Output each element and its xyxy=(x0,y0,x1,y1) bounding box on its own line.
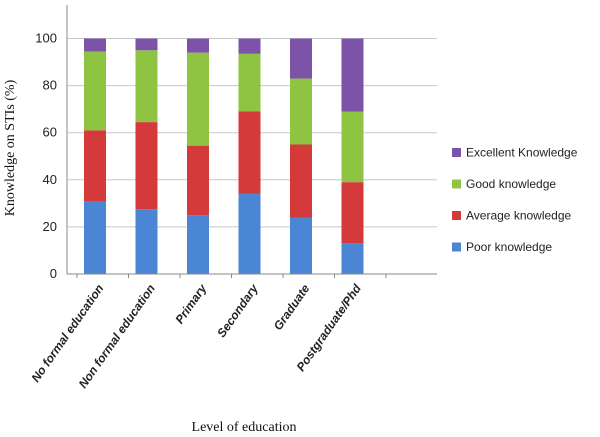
bar-secondary-excellent-knowledge xyxy=(238,38,261,54)
bar-secondary-good-knowledge xyxy=(238,53,261,112)
bar-postgraduate-phd-good-knowledge xyxy=(341,111,364,183)
x-category-primary: Primary xyxy=(172,281,210,327)
bar-no-formal-education-excellent-knowledge xyxy=(84,38,106,52)
legend-label-excellent-knowledge: Excellent Knowledge xyxy=(466,146,578,160)
legend-swatch-excellent-knowledge xyxy=(452,148,461,157)
legend-label-average-knowledge: Average knowledge xyxy=(466,209,572,223)
bar-secondary-poor-knowledge xyxy=(238,193,261,274)
bar-postgraduate-phd-average-knowledge xyxy=(341,182,364,244)
bar-no-formal-education-average-knowledge xyxy=(84,130,106,201)
bar-primary-average-knowledge xyxy=(187,145,209,216)
y-tick-80: 80 xyxy=(43,78,57,93)
bar-graduate-excellent-knowledge xyxy=(290,38,312,79)
y-tick-20: 20 xyxy=(43,219,57,234)
bar-no-formal-education-good-knowledge xyxy=(84,51,106,131)
bar-graduate-poor-knowledge xyxy=(290,217,312,274)
bar-non-formal-education-good-knowledge xyxy=(135,50,158,123)
legend-label-good-knowledge: Good knowledge xyxy=(466,177,556,191)
x-category-graduate: Graduate xyxy=(271,281,313,332)
legend-swatch-average-knowledge xyxy=(452,211,461,220)
bar-non-formal-education-poor-knowledge xyxy=(135,209,158,274)
bar-non-formal-education-excellent-knowledge xyxy=(135,38,158,51)
y-tick-60: 60 xyxy=(43,125,57,140)
legend-swatch-good-knowledge xyxy=(452,179,461,189)
bar-primary-excellent-knowledge xyxy=(187,38,209,53)
bar-non-formal-education-average-knowledge xyxy=(135,122,158,210)
legend-label-poor-knowledge: Poor knowledge xyxy=(466,240,552,254)
bar-graduate-good-knowledge xyxy=(290,78,312,145)
axes xyxy=(66,5,437,278)
legend: Excellent Knowledge Good knowledge Average… xyxy=(452,146,578,254)
legend-swatch-poor-knowledge xyxy=(452,242,461,252)
y-tick-40: 40 xyxy=(43,172,57,187)
y-tick-labels: 0 20 40 60 80 100 xyxy=(35,31,57,282)
y-tick-0: 0 xyxy=(50,266,57,281)
bar-graduate-average-knowledge xyxy=(290,144,312,218)
bar-primary-poor-knowledge xyxy=(187,215,209,274)
x-axis-title: Level of education xyxy=(192,420,297,435)
y-tick-100: 100 xyxy=(35,31,57,46)
bar-primary-good-knowledge xyxy=(187,52,209,146)
bar-postgraduate-phd-excellent-knowledge xyxy=(341,38,364,112)
bars xyxy=(84,38,364,274)
bar-secondary-average-knowledge xyxy=(238,111,261,194)
y-axis-title: Knowledge on STIs (%) xyxy=(3,79,18,216)
bar-no-formal-education-poor-knowledge xyxy=(84,200,106,274)
bar-postgraduate-phd-poor-knowledge xyxy=(341,243,364,274)
x-category-secondary: Secondary xyxy=(214,281,261,340)
